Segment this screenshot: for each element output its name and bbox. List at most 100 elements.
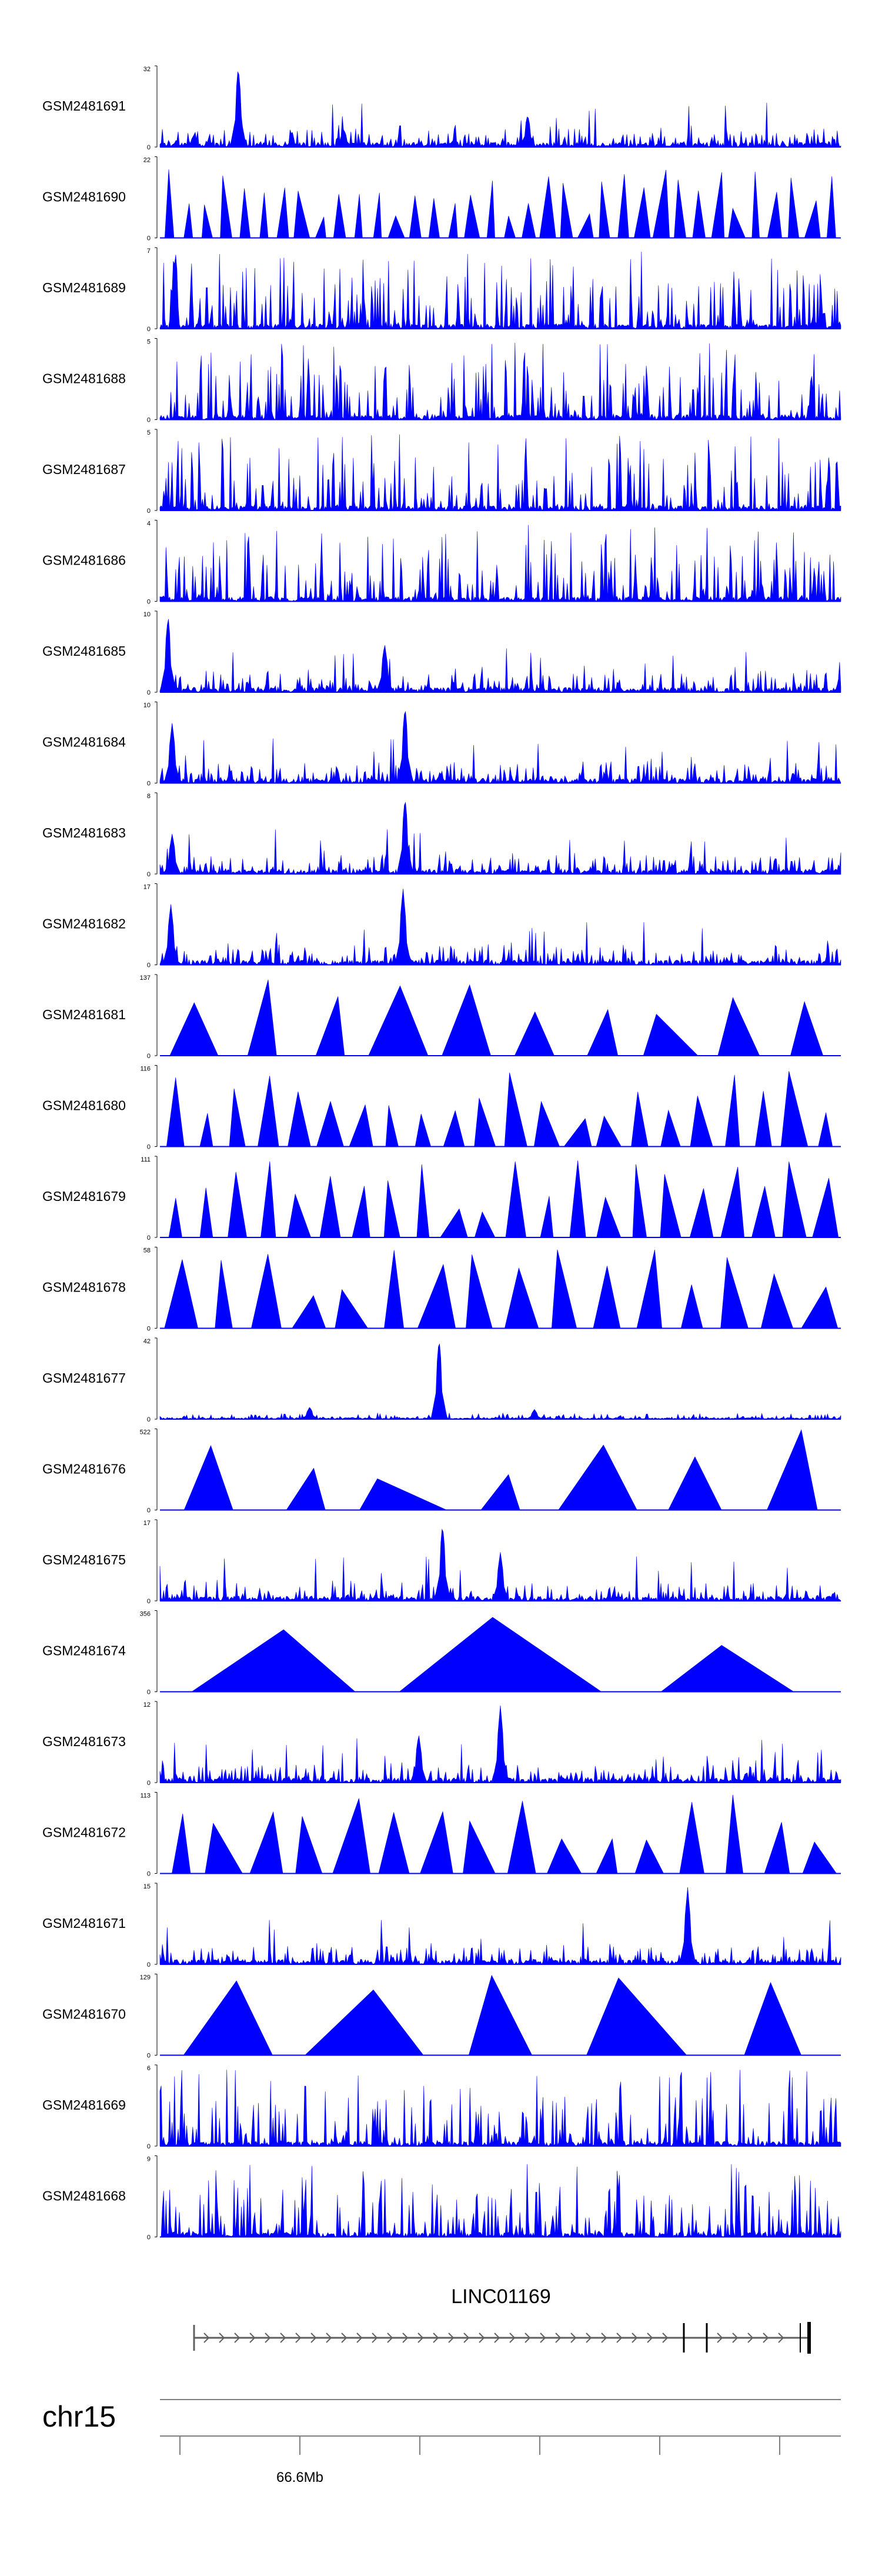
track-gsm2481685: GSM2481685 10 0 [42,610,841,696]
y-max-label: 58 [143,1247,151,1254]
y-min-label: 0 [147,1416,151,1423]
strand-arrow-icon [234,2333,240,2343]
track-label: GSM2481687 [42,462,126,477]
y-min-label: 0 [147,417,151,424]
y-min-label: 0 [147,326,151,333]
y-min-label: 0 [147,599,151,606]
y-min-label: 0 [147,689,151,696]
y-max-label: 10 [143,702,151,709]
strand-arrow-icon [479,2333,485,2343]
track-label: GSM2481672 [42,1825,126,1840]
y-min-label: 0 [147,1144,151,1151]
signal-area [160,169,841,238]
track-gsm2481676: GSM2481676 522 0 [42,1429,841,1514]
strand-arrow-icon [647,2333,653,2343]
strand-arrow-icon [778,2333,784,2343]
chromosome-label: chr15 [42,2400,116,2433]
strand-arrow-icon [717,2333,723,2343]
track-gsm2481669: GSM2481669 6 0 [42,2064,841,2150]
signal-area [159,2070,841,2147]
y-min-label: 0 [147,144,151,151]
strand-arrow-icon [203,2333,210,2343]
track-label: GSM2481685 [42,643,126,659]
strand-arrow-icon [356,2333,363,2343]
signal-area [159,1705,841,1783]
signal-area [159,1343,841,1420]
y-min-label: 0 [147,871,151,878]
track-gsm2481684: GSM2481684 10 0 [42,702,841,788]
y-max-label: 42 [143,1338,151,1345]
track-label: GSM2481689 [42,280,126,295]
track-gsm2481690: GSM2481690 22 0 [42,156,841,242]
y-min-label: 0 [147,1053,151,1060]
track-label: GSM2481690 [42,189,126,205]
track-gsm2481682: GSM2481682 17 0 [42,883,841,969]
strand-arrow-icon [524,2333,531,2343]
track-label: GSM2481674 [42,1643,126,1659]
track-label: GSM2481681 [42,1007,126,1022]
track-gsm2481691: GSM2481691 32 0 [42,65,841,151]
y-max-label: 7 [147,248,151,255]
strand-arrow-icon [540,2333,546,2343]
strand-arrow-icon [586,2333,592,2343]
track-label: GSM2481675 [42,1552,126,1567]
y-max-label: 522 [140,1429,151,1436]
strand-arrow-icon [310,2333,317,2343]
track-label: GSM2481684 [42,735,126,750]
track-gsm2481668: GSM2481668 9 0 [42,2155,841,2241]
track-label: GSM2481682 [42,916,126,932]
strand-arrows [203,2333,784,2343]
y-min-label: 0 [147,1961,151,1968]
track-label: GSM2481670 [42,2007,126,2022]
y-max-label: 12 [143,1701,151,1709]
y-max-label: 17 [143,884,151,891]
strand-arrow-icon [402,2333,409,2343]
track-label: GSM2481673 [42,1734,126,1749]
strand-arrow-icon [616,2333,623,2343]
y-min-label: 0 [147,1871,151,1878]
strand-arrow-icon [732,2333,739,2343]
y-min-label: 0 [147,1507,151,1514]
signal-area [159,1887,841,1966]
track-label: GSM2481691 [42,98,126,114]
strand-arrow-icon [372,2333,378,2343]
strand-arrow-icon [509,2333,516,2343]
track-label: GSM2481668 [42,2188,126,2204]
y-max-label: 15 [143,1883,151,1890]
track-label: GSM2481688 [42,371,126,386]
track-gsm2481689: GSM2481689 7 0 [42,247,841,333]
signal-tracks: GSM2481691320GSM2481690220GSM248168970GS… [42,65,841,2241]
y-min-label: 0 [147,2143,151,2150]
y-max-label: 4 [147,520,151,528]
track-gsm2481688: GSM2481688 5 0 [42,338,841,424]
signal-area [159,889,841,966]
y-min-label: 0 [147,780,151,788]
track-label: GSM2481678 [42,1280,126,1295]
y-max-label: 8 [147,793,151,800]
y-min-label: 0 [147,1234,151,1242]
y-min-label: 0 [147,2053,151,2060]
signal-area [160,1160,841,1238]
strand-arrow-icon [662,2333,669,2343]
signal-area [160,1974,841,2056]
chromosome-ideogram: chr15 [42,2399,841,2437]
y-max-label: 22 [143,157,151,164]
track-gsm2481677: GSM2481677 42 0 [42,1337,841,1423]
strand-arrow-icon [417,2333,424,2343]
track-gsm2481672: GSM2481672 113 0 [42,1792,841,1878]
signal-area [159,1529,841,1602]
signal-area [159,710,841,784]
y-max-label: 5 [147,339,151,346]
track-label: GSM2481683 [42,825,126,840]
y-max-label: 116 [140,1066,151,1073]
signal-area [159,434,841,511]
track-gsm2481679: GSM2481679 111 0 [42,1156,841,1242]
signal-area [160,1617,841,1692]
y-min-label: 0 [147,1326,151,1333]
track-label: GSM2481669 [42,2097,126,2113]
track-gsm2481686: GSM2481686 4 0 [42,520,841,606]
y-max-label: 111 [141,1156,151,1163]
strand-arrow-icon [387,2333,393,2343]
gene-annotation-panel: LINC01169 [193,2285,811,2354]
gene-label: LINC01169 [451,2285,551,2308]
